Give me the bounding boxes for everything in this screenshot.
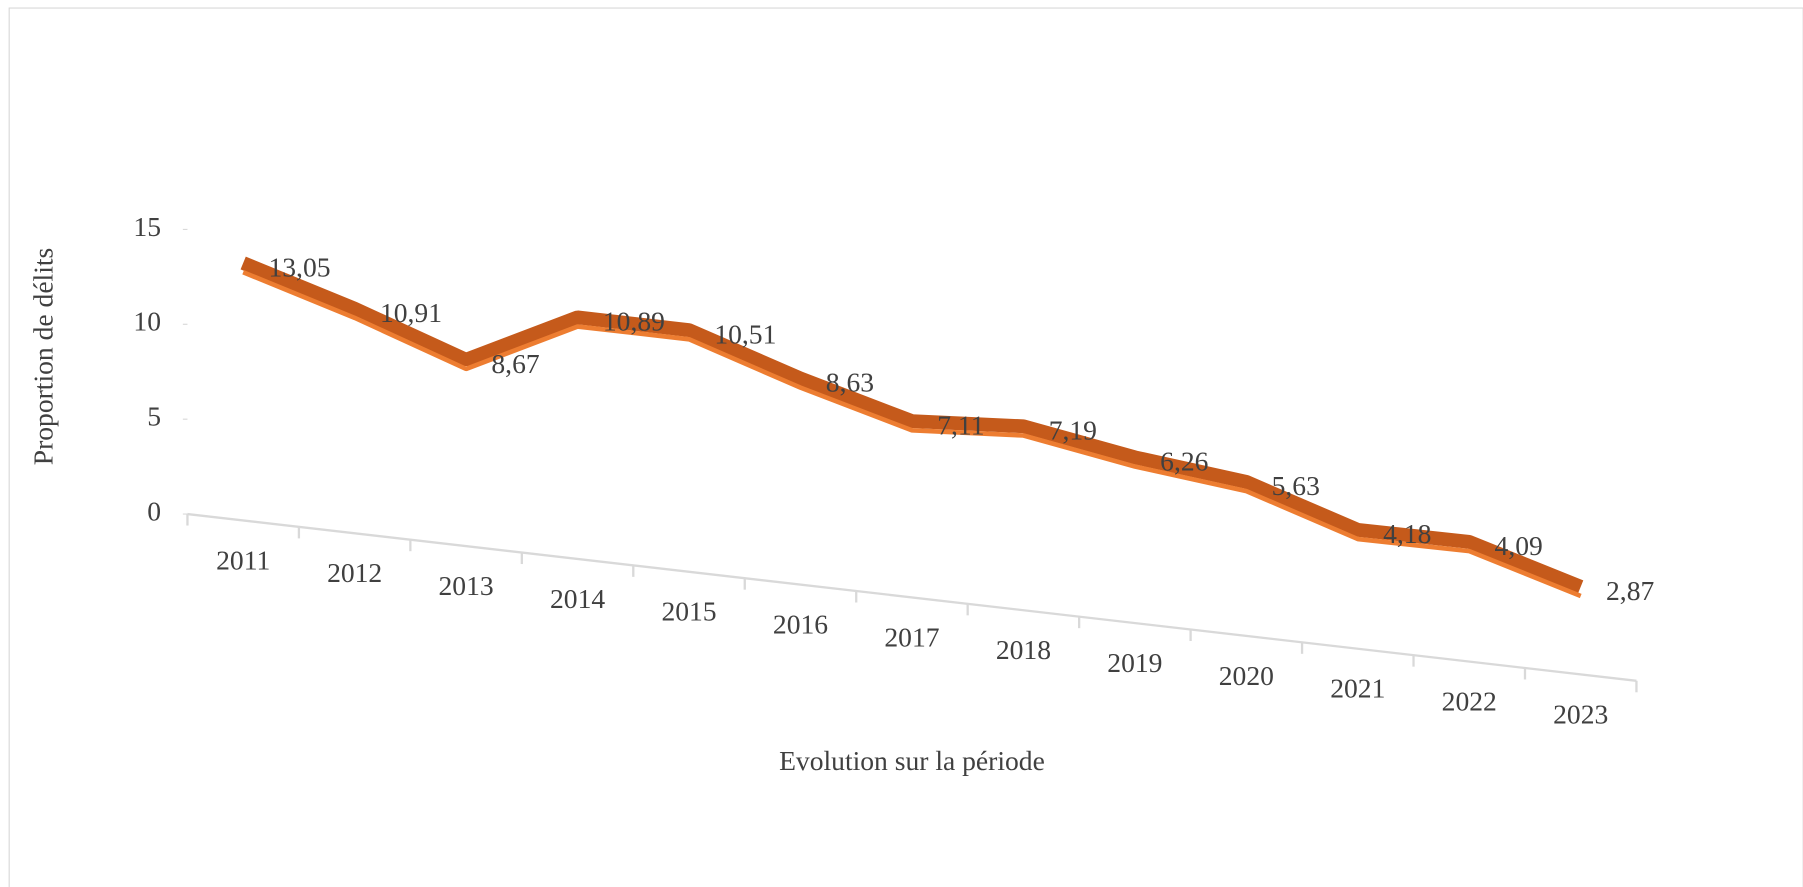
- data-label: 10,89: [603, 306, 665, 337]
- y-tick-label: 10: [133, 306, 161, 337]
- x-tick-label: 2018: [996, 634, 1051, 665]
- x-tick-label: 2020: [1219, 660, 1274, 691]
- data-label: 13,05: [268, 251, 330, 282]
- y-tick-label: 5: [147, 401, 161, 432]
- plot: 0 5 10 15 2011 2012 2013 2014 2015 2016 2017 2018 20…: [133, 211, 1654, 730]
- data-label: 6,26: [1160, 446, 1208, 477]
- line-ribbon: [240, 256, 1584, 594]
- chart-border: [8, 7, 1803, 887]
- data-label: 8,67: [491, 348, 539, 379]
- y-axis-title: Proportion de délits: [27, 248, 58, 466]
- data-label: 7,19: [1049, 415, 1097, 446]
- line-front: [242, 270, 1582, 599]
- data-label: 4,18: [1383, 518, 1431, 549]
- x-axis-title: Evolution sur la période: [779, 745, 1045, 776]
- data-label: 10,91: [380, 297, 442, 328]
- x-tick-label: 2014: [550, 583, 605, 614]
- x-tick-label: 2011: [216, 544, 270, 575]
- x-tick-label: 2017: [884, 621, 939, 652]
- data-label: 8,63: [826, 367, 874, 398]
- x-axis-line: [187, 512, 1637, 682]
- chart-area: Proportion de délits Evolution sur la pé…: [8, 7, 1803, 887]
- y-tick-label: 15: [133, 211, 161, 242]
- data-label: 7,11: [937, 409, 984, 440]
- x-tick-label: 2015: [661, 596, 716, 627]
- x-tick-label: 2016: [773, 608, 828, 639]
- data-label: 2,87: [1606, 575, 1654, 606]
- data-label: 4,09: [1495, 530, 1543, 561]
- x-tick-label: 2012: [327, 557, 382, 588]
- data-label: 5,63: [1272, 470, 1320, 501]
- x-tick-label: 2022: [1442, 685, 1497, 716]
- x-tick-label: 2019: [1107, 647, 1162, 678]
- x-tick-label: 2013: [439, 570, 494, 601]
- x-tick-label: 2023: [1553, 698, 1608, 729]
- data-label: 10,51: [714, 318, 776, 349]
- x-tick-label: 2021: [1330, 673, 1385, 704]
- y-tick-label: 0: [147, 495, 161, 526]
